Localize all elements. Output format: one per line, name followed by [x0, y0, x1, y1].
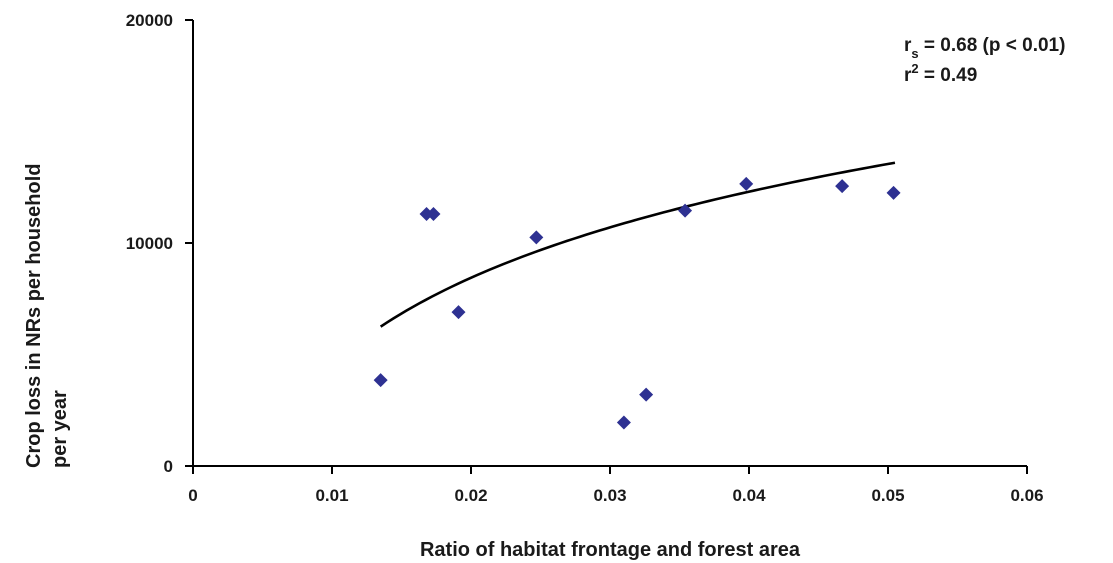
x-tick-label: 0.05	[871, 486, 904, 505]
spearman-annotation: rs = 0.68 (p < 0.01)	[904, 35, 1065, 61]
y-tick-label: 0	[164, 457, 173, 476]
y-axis-title-line-2: per year	[49, 390, 71, 468]
y-axis-title: Crop loss in NRs per household per year	[23, 158, 71, 468]
x-axis-title: Ratio of habitat frontage and forest are…	[420, 539, 801, 561]
data-points	[373, 176, 901, 430]
x-tick-label: 0.01	[315, 486, 348, 505]
x-ticks: 0 0.01 0.02 0.03 0.04 0.05 0.06	[188, 466, 1044, 505]
x-tick-label: 0	[188, 486, 197, 505]
r-squared-superscript: 2	[911, 61, 918, 76]
y-ticks: 0 10000 20000	[126, 11, 193, 476]
data-point	[886, 185, 901, 200]
spearman-r: r	[904, 35, 912, 56]
r-squared-annotation: r2 = 0.49	[904, 61, 977, 86]
data-point	[373, 373, 388, 388]
data-point	[529, 230, 544, 245]
data-point	[678, 203, 693, 218]
x-tick-label: 0.06	[1010, 486, 1043, 505]
trendline	[379, 161, 896, 328]
x-tick-label: 0.03	[593, 486, 626, 505]
data-point	[616, 415, 631, 430]
data-point	[451, 305, 466, 320]
y-tick-label: 10000	[126, 234, 173, 253]
data-point	[639, 387, 654, 402]
spearman-value: = 0.68 (p < 0.01)	[919, 35, 1066, 56]
x-tick-label: 0.02	[454, 486, 487, 505]
axes: 0 0.01 0.02 0.03 0.04 0.05 0.06 0 10000 20000	[126, 11, 1044, 505]
data-point	[739, 176, 754, 191]
y-axis-title-line-1: Crop loss in NRs per household	[23, 164, 45, 468]
r-squared-r: r	[904, 65, 912, 86]
y-tick-label: 20000	[126, 11, 173, 30]
data-point	[835, 179, 850, 194]
data-point	[426, 207, 441, 222]
spearman-subscript: s	[911, 46, 918, 61]
x-tick-label: 0.04	[732, 486, 766, 505]
r-squared-value: = 0.49	[919, 65, 978, 86]
trendline-layer	[379, 161, 896, 328]
